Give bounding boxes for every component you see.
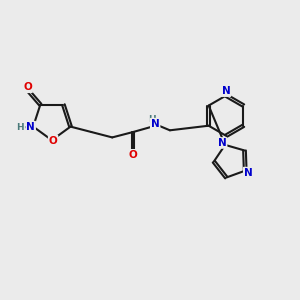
- Text: N: N: [26, 122, 35, 132]
- Text: N: N: [151, 119, 160, 129]
- Text: N: N: [222, 86, 230, 96]
- Text: N: N: [244, 168, 253, 178]
- Text: O: O: [23, 82, 32, 92]
- Text: O: O: [49, 136, 58, 146]
- Text: H: H: [148, 115, 156, 124]
- Text: O: O: [129, 150, 137, 160]
- Text: N: N: [218, 138, 226, 148]
- Text: H: H: [16, 123, 24, 132]
